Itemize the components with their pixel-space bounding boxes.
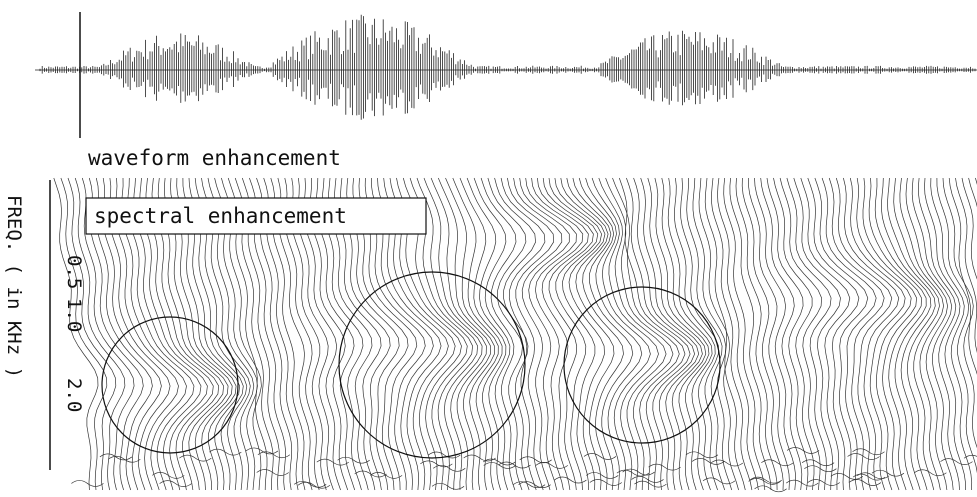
spectral-line [956,178,977,490]
tick-label: 1.0 [63,298,85,332]
spectral-line [755,178,796,490]
decoration [35,15,977,492]
spectral-line [555,178,605,490]
spectral-line [579,178,642,490]
spectral-line [692,458,724,464]
spectral-line [338,457,370,463]
spectral-line [501,178,545,490]
spectral-line [507,178,553,490]
spectral-line [355,471,387,477]
spectral-line [822,178,876,490]
spectral-line [526,178,577,490]
spectral-line [687,178,725,490]
spectral-line [514,178,562,490]
spectral-line [513,482,545,488]
spectral-line [681,178,719,490]
figure: waveform enhancement spectral enhancemen… [0,0,977,497]
spectral-line [748,178,789,490]
spectral-line [900,178,944,490]
spectral-line [532,178,583,490]
waveform-label: waveform enhancement [88,146,341,170]
spectral-line [914,470,946,476]
spectral-line [519,482,551,488]
spectral-label: spectral enhancement [94,204,347,228]
waveform [35,15,977,120]
spectral-line [711,460,743,466]
spectral-line [431,178,486,490]
spectral-line [674,178,715,490]
tick-label: 2.0 [63,378,85,412]
spectral-line [152,472,184,478]
spectral-line [258,452,290,458]
spectral-line [808,480,840,486]
spectral-line [649,464,681,470]
tick-label: 0.5 [63,255,85,289]
spectral-line [742,178,783,490]
spectral-line [634,481,666,487]
spectral-line [108,456,140,462]
spectral-line [937,178,977,490]
spectral-line [686,452,718,458]
spectral-line [794,178,841,490]
axis-title: FREQ. ( in KHz ) [3,195,25,378]
spectral-line [787,178,831,490]
spectral-line [71,480,103,486]
spectral-line [317,459,349,465]
spectral-line [774,178,815,490]
spectral-line [520,178,570,490]
spectral-line [843,178,898,490]
spectral-line [573,178,633,490]
spectral-line [869,178,921,490]
spectral-line [617,470,649,476]
spectral-line [863,178,917,490]
spectral-line [780,178,822,490]
spectral-line [872,470,904,476]
